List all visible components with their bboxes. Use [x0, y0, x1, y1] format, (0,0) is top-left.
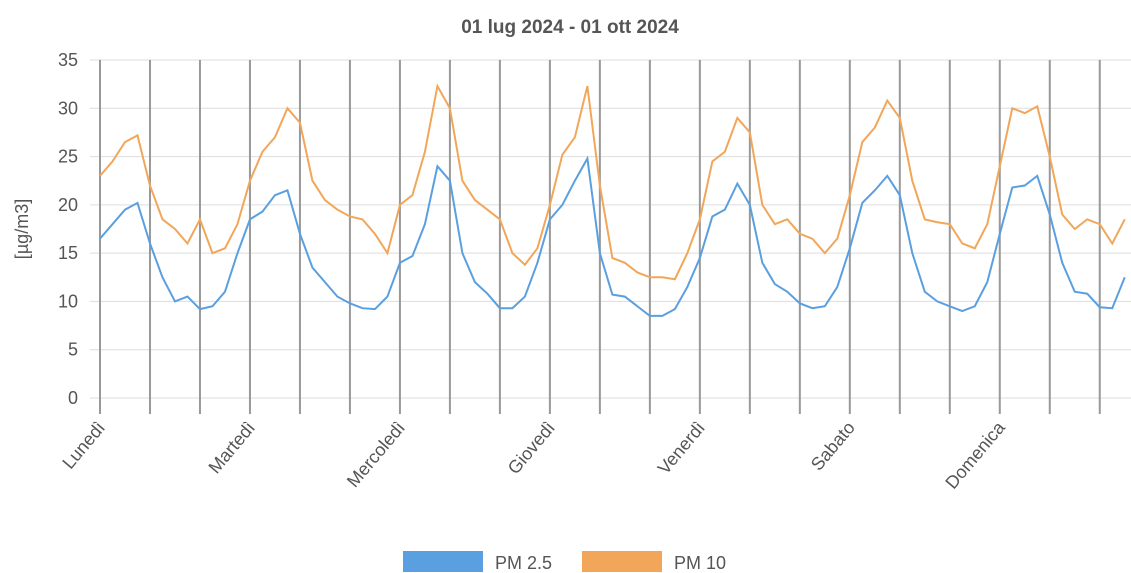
x-tick-label: Mercoledì	[343, 418, 409, 491]
y-tick-label: 30	[58, 98, 78, 118]
y-axis-label: [µg/m3]	[12, 199, 32, 259]
y-tick-label: 10	[58, 291, 78, 311]
series-line	[99, 83, 1126, 281]
x-tick-label: Lunedì	[58, 418, 109, 473]
legend-label: PM 10	[674, 553, 726, 573]
y-tick-label: 20	[58, 195, 78, 215]
x-tick-label: Sabato	[807, 418, 859, 475]
y-tick-label: 25	[58, 147, 78, 167]
series-line	[99, 155, 1126, 317]
x-tick-label: Venerdì	[654, 418, 709, 478]
x-tick-label: Martedì	[204, 418, 259, 478]
y-tick-label: 35	[58, 50, 78, 70]
legend-label: PM 2.5	[495, 553, 552, 573]
chart-title: 01 lug 2024 - 01 ott 2024	[461, 17, 679, 38]
y-tick-label: 0	[68, 388, 78, 408]
x-tick-label: Giovedì	[504, 418, 559, 478]
legend-swatch	[582, 551, 662, 572]
y-tick-label: 15	[58, 243, 78, 263]
legend-swatch	[403, 551, 483, 572]
x-tick-label: Domenica	[941, 417, 1009, 493]
y-tick-label: 5	[68, 340, 78, 360]
